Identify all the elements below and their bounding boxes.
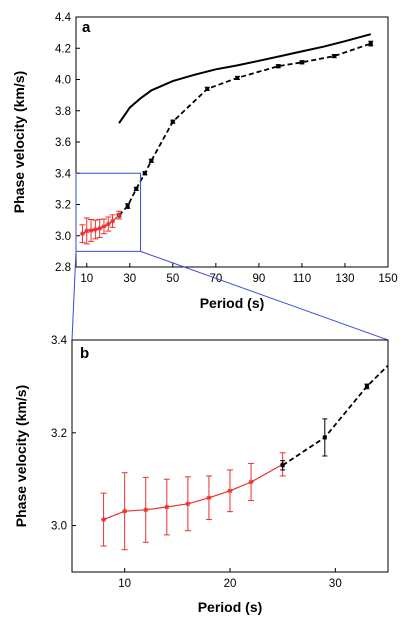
panel-a-y-axis-label: Phase velocity (km/s)	[11, 71, 27, 213]
panel-b-x-ticks: 10 20 30	[118, 568, 342, 590]
data-point-star	[122, 508, 128, 514]
data-point-square	[322, 435, 327, 440]
x-tick-label: 30	[123, 273, 136, 285]
data-point-star	[92, 226, 98, 233]
data-point-square	[364, 384, 369, 389]
data-point-square	[134, 186, 139, 191]
data-point-star	[206, 495, 212, 501]
x-tick-label: 50	[166, 273, 179, 285]
inset-box	[75, 172, 142, 252]
y-tick-label: 3.0	[55, 231, 71, 243]
data-point-star	[185, 501, 191, 507]
data-point-star	[227, 488, 233, 494]
x-tick-label: 130	[335, 273, 354, 285]
x-tick-label: 110	[293, 273, 311, 285]
data-point-star	[164, 504, 170, 510]
panel-a-label: a	[82, 19, 91, 36]
data-point-star	[105, 221, 111, 227]
series-line-red	[103, 463, 283, 521]
data-point-square	[170, 119, 175, 124]
data-point-star	[101, 223, 107, 229]
panel-b-y-ticks: 3.0 3.2 3.4	[51, 335, 76, 533]
data-point-square	[149, 158, 154, 163]
panel-a-y-ticks: 2.8 3.0 3.2 3.4 3.6 3.8 4.0 4.2 4.4	[55, 12, 80, 274]
panel-a-series	[79, 33, 374, 245]
data-point-star	[88, 227, 94, 234]
data-point-square	[125, 204, 130, 209]
y-tick-label: 4.4	[55, 12, 72, 24]
data-point-square	[332, 54, 337, 59]
y-tick-label: 3.0	[51, 521, 67, 533]
zoom-connector-right	[140, 250, 389, 341]
y-tick-label: 4.2	[55, 43, 71, 55]
data-point-star	[248, 479, 254, 485]
data-point-star	[143, 507, 149, 513]
panel-b-x-axis-label: Period (s)	[198, 599, 263, 615]
data-point-star	[116, 212, 122, 218]
zoom-connectors	[71, 250, 389, 341]
data-point-star	[84, 228, 90, 234]
y-tick-label: 3.2	[51, 428, 67, 440]
panel-b-plot-frame	[71, 339, 389, 573]
x-tick-label: 90	[252, 273, 265, 285]
data-point-square	[280, 463, 285, 468]
y-tick-label: 3.4	[51, 335, 68, 347]
x-tick-label: 150	[378, 273, 397, 285]
y-tick-label: 3.2	[55, 200, 71, 212]
data-point-square	[299, 60, 304, 65]
panel-a-plot-frame	[75, 16, 389, 268]
series-line-dashed	[118, 42, 372, 217]
y-tick-label: 3.8	[55, 106, 71, 118]
data-point-star	[109, 218, 116, 224]
x-tick-label: 70	[209, 273, 222, 285]
panel-a-x-ticks: 10 30 50 70 90 110 130 150	[80, 263, 398, 285]
data-point-square	[276, 64, 281, 69]
panel-b-series	[100, 364, 389, 551]
data-point-square	[235, 75, 240, 80]
y-tick-label: 3.4	[55, 168, 72, 180]
panel-b: b 10 20 30 3.0 3.2 3.4 Period (s) Phase velo…	[13, 335, 389, 615]
data-point-star	[101, 516, 107, 523]
x-tick-label: 10	[118, 578, 131, 590]
y-tick-label: 2.8	[55, 262, 71, 274]
x-tick-label: 30	[329, 578, 342, 590]
zoom-connector-left	[71, 251, 77, 341]
y-tick-label: 4.0	[55, 75, 71, 87]
panel-b-y-axis-label: Phase velocity (km/s)	[13, 385, 29, 527]
x-tick-label: 10	[80, 273, 93, 285]
data-point-square	[142, 171, 147, 176]
panel-b-label: b	[80, 345, 89, 362]
y-tick-label: 3.6	[55, 137, 71, 149]
series-line-solid	[118, 33, 372, 124]
data-point-star	[79, 231, 86, 237]
data-point-square	[205, 86, 210, 91]
data-point-star	[97, 225, 103, 232]
panel-a-x-axis-label: Period (s)	[200, 295, 265, 311]
data-point-square	[368, 41, 373, 46]
panel-a: a 10 30 50 70 90 110 130 150 2.8 3.0 3.2 3.4 3.6 3.8…	[11, 12, 398, 311]
series-line-dashed	[282, 364, 389, 467]
x-tick-label: 20	[224, 578, 237, 590]
